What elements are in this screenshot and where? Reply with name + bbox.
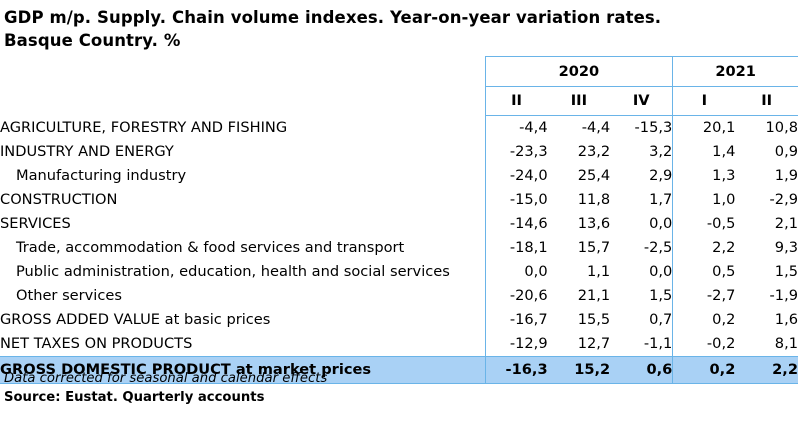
value-cell: 1,4	[672, 140, 736, 164]
value-cell: 25,4	[577, 167, 611, 184]
value-cell: 1,5	[649, 287, 673, 304]
row-label: Trade, accommodation & food services and…	[16, 239, 405, 256]
table-row: CONSTRUCTION -15,0 11,8 1,7 1,0 -2,9	[0, 188, 798, 212]
year-header-row: 2020 2021	[0, 56, 798, 87]
total-value-cell: 15,2	[547, 356, 611, 384]
total-value-cell: -16,3	[484, 356, 548, 384]
value-cell: -15,0	[484, 188, 548, 212]
value-cell: 15,5	[577, 311, 611, 328]
table-row: INDUSTRY AND ENERGY -23,3 23,2 3,2 1,4 0…	[0, 140, 798, 164]
value-cell: 15,7	[577, 239, 611, 256]
value-cell: -15,3	[634, 119, 673, 136]
value-cell: -4,4	[484, 115, 548, 140]
row-label: GROSS ADDED VALUE at basic prices	[0, 311, 271, 328]
quarter-header-row: II III IV I II	[0, 86, 798, 116]
footnote: Data corrected for seasonal and calendar…	[4, 371, 328, 386]
gdp-table: 2020 2021 II III IV I II AGRICULTURE, FO…	[0, 56, 798, 384]
table-row: Other services -20,6 21,1 1,5 -2,7 -1,9	[0, 284, 798, 308]
row-label: Manufacturing industry	[16, 167, 187, 184]
quarter-header: II	[484, 86, 548, 116]
value-cell: 12,7	[577, 335, 611, 352]
row-label: INDUSTRY AND ENERGY	[0, 143, 174, 160]
row-label: SERVICES	[0, 215, 71, 232]
value-cell: -4,4	[581, 119, 611, 136]
value-cell: -0,5	[672, 212, 736, 236]
value-cell: -20,6	[484, 284, 548, 308]
row-label: CONSTRUCTION	[0, 191, 118, 208]
table-row: Trade, accommodation & food services and…	[0, 236, 798, 260]
value-cell: -16,7	[484, 308, 548, 332]
value-cell: -2,9	[769, 191, 798, 208]
value-cell: 1,0	[672, 188, 736, 212]
value-cell: -24,0	[484, 164, 548, 188]
total-value-cell: 2,2	[735, 356, 798, 384]
quarter-header: II	[735, 86, 798, 116]
title-line-2: Basque Country. %	[4, 31, 181, 50]
table-row: SERVICES -14,6 13,6 0,0 -0,5 2,1	[0, 212, 798, 236]
total-value-cell: 0,2	[672, 356, 736, 384]
quarter-header: I	[672, 86, 736, 116]
row-label: Public administration, education, health…	[16, 263, 450, 280]
value-cell: 2,2	[672, 236, 736, 260]
title-line-1: GDP m/p. Supply. Chain volume indexes. Y…	[4, 8, 662, 27]
table-row: GROSS ADDED VALUE at basic prices -16,7 …	[0, 308, 798, 332]
value-cell: 1,6	[774, 311, 798, 328]
table-row: Public administration, education, health…	[0, 260, 798, 284]
source-line: Source: Eustat. Quarterly accounts	[4, 390, 265, 405]
value-cell: 0,9	[774, 143, 798, 160]
value-cell: 0,7	[649, 311, 673, 328]
value-cell: 9,3	[774, 239, 798, 256]
value-cell: 1,7	[649, 191, 673, 208]
quarter-header: III	[547, 86, 611, 116]
value-cell: 1,5	[774, 263, 798, 280]
table-row: Manufacturing industry -24,0 25,4 2,9 1,…	[0, 164, 798, 188]
value-cell: -18,1	[484, 236, 548, 260]
value-cell: -23,3	[484, 140, 548, 164]
value-cell: 20,1	[672, 115, 736, 140]
row-label: AGRICULTURE, FORESTRY AND FISHING	[0, 118, 288, 136]
row-label: Other services	[16, 287, 122, 304]
value-cell: 0,0	[649, 263, 673, 280]
quarter-header: IV	[610, 86, 673, 116]
value-cell: -0,2	[672, 332, 736, 357]
value-cell: -1,1	[643, 335, 673, 352]
value-cell: 13,6	[577, 215, 611, 232]
value-cell: 1,1	[586, 263, 611, 280]
value-cell: 0,5	[672, 260, 736, 284]
header-blank	[0, 87, 485, 116]
table-title: GDP m/p. Supply. Chain volume indexes. Y…	[4, 6, 794, 52]
value-cell: 21,1	[577, 287, 611, 304]
value-cell: -1,9	[769, 287, 798, 304]
header-blank	[0, 57, 485, 87]
value-cell: 23,2	[577, 143, 611, 160]
value-cell: -12,9	[484, 332, 548, 357]
value-cell: 0,2	[672, 308, 736, 332]
value-cell: 8,1	[774, 335, 798, 352]
value-cell: 2,9	[649, 167, 673, 184]
value-cell: 10,8	[765, 119, 799, 136]
value-cell: 0,0	[484, 260, 548, 284]
table-row: NET TAXES ON PRODUCTS -12,9 12,7 -1,1 -0…	[0, 332, 798, 357]
value-cell: 0,0	[649, 215, 673, 232]
total-row-label: GROSS DOMESTIC PRODUCT at market prices	[0, 356, 486, 384]
table-row: AGRICULTURE, FORESTRY AND FISHING -4,4 -…	[0, 115, 799, 140]
total-value-cell: 0,6	[610, 356, 673, 384]
total-row: GROSS DOMESTIC PRODUCT at market prices …	[0, 356, 798, 384]
row-label: NET TAXES ON PRODUCTS	[0, 335, 193, 352]
value-cell: 2,1	[774, 215, 798, 232]
value-cell: 3,2	[649, 143, 673, 160]
value-cell: -14,6	[484, 212, 548, 236]
value-cell: -2,5	[643, 239, 673, 256]
value-cell: 1,9	[774, 167, 798, 184]
year-header-2021: 2021	[672, 56, 798, 87]
value-cell: 11,8	[577, 191, 611, 208]
value-cell: 1,3	[672, 164, 736, 188]
year-header-2020: 2020	[484, 56, 674, 87]
value-cell: -2,7	[672, 284, 736, 308]
